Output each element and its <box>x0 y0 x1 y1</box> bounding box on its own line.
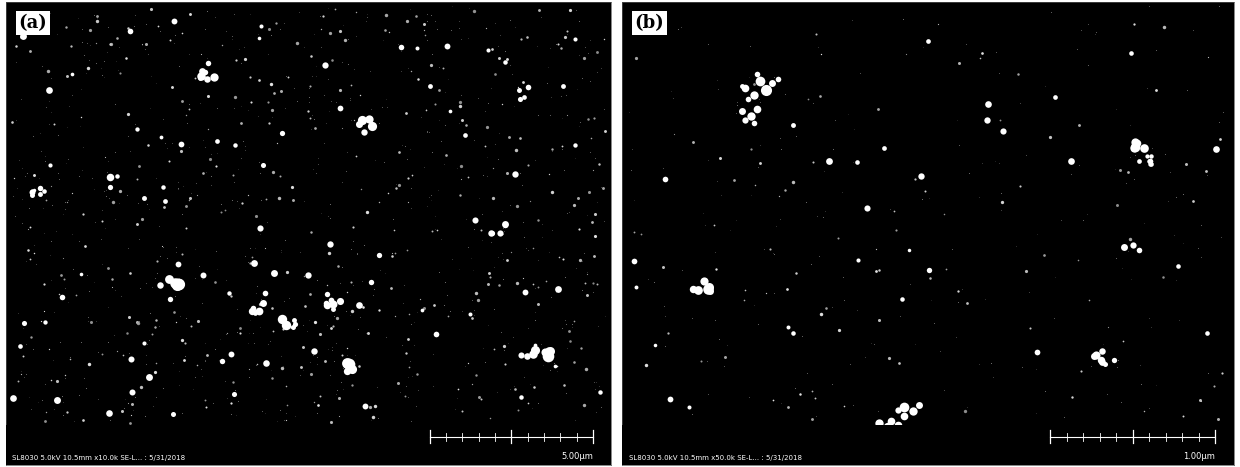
Bar <box>622 425 1234 465</box>
Bar <box>6 425 611 465</box>
Text: SL8030 5.0kV 10.5mm x10.0k SE-L... : 5/31/2018: SL8030 5.0kV 10.5mm x10.0k SE-L... : 5/3… <box>12 455 185 461</box>
Text: 5.00μm: 5.00μm <box>562 452 593 461</box>
Text: SL8030 5.0kV 10.5mm x50.0k SE-L... : 5/31/2018: SL8030 5.0kV 10.5mm x50.0k SE-L... : 5/3… <box>629 455 801 461</box>
Text: (b): (b) <box>635 14 665 32</box>
Text: (a): (a) <box>19 14 47 32</box>
Text: 1.00μm: 1.00μm <box>1184 452 1215 461</box>
